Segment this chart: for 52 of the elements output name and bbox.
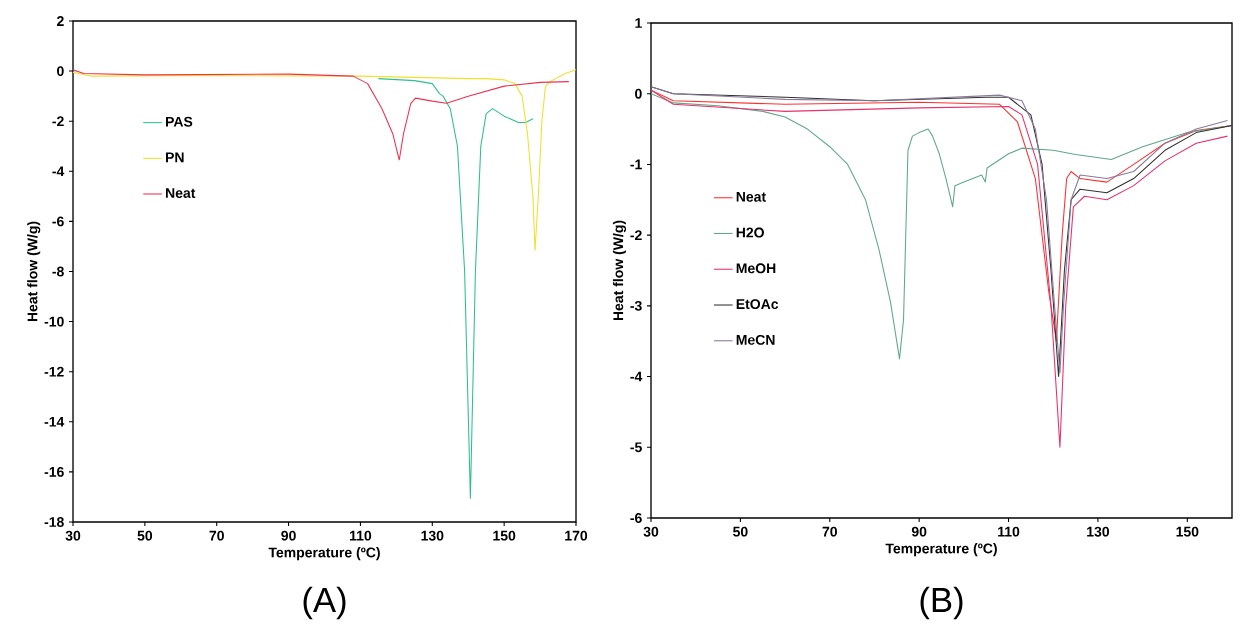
- legend-label: MeCN: [736, 334, 775, 345]
- legend-label: Neat: [736, 191, 766, 202]
- y-tick-label: 0: [635, 88, 642, 99]
- x-tick-label: 90: [281, 530, 296, 541]
- text: (A): [303, 586, 346, 620]
- x-tick-label: 130: [1087, 526, 1110, 537]
- legend-label: MeOH: [736, 263, 776, 274]
- y-tick-label: -4: [52, 166, 65, 177]
- y-tick-label: -1: [630, 159, 642, 170]
- x-tick-label: 170: [565, 530, 588, 541]
- line-series: [73, 69, 577, 251]
- y-tick-label: -16: [44, 466, 64, 477]
- x-tick-label: 70: [822, 526, 837, 537]
- x-tick-label: 50: [733, 526, 748, 537]
- x-tick-label: 50: [137, 530, 153, 541]
- y-axis-title: Heat flow (W/g): [612, 220, 627, 321]
- y-tick-label: -2: [52, 116, 64, 127]
- y-tick-label: -6: [52, 216, 64, 227]
- x-tick-label: 90: [911, 526, 927, 537]
- y-tick-label: 1: [635, 18, 642, 28]
- y-tick-label: -2: [630, 230, 642, 241]
- y-tick-label: -6: [630, 513, 642, 523]
- y-tick-label: -5: [630, 442, 642, 453]
- legend-label: PAS: [166, 116, 193, 127]
- y-tick-label: -8: [52, 266, 64, 277]
- y-tick-label: -14: [44, 416, 65, 427]
- y-tick-label: -3: [630, 300, 642, 311]
- x-tick-label: 110: [350, 530, 372, 541]
- x-tick-label: 150: [493, 530, 516, 541]
- y-tick-label: 0: [57, 66, 64, 77]
- x-tick-label: 110: [998, 526, 1020, 537]
- x-axis-title: Temperature (ºC): [885, 543, 997, 557]
- line-series: [651, 89, 1229, 448]
- x-tick-label: 130: [421, 530, 444, 541]
- legend-label: Neat: [166, 188, 196, 198]
- line-series: [73, 69, 570, 161]
- y-tick-label: -10: [44, 316, 64, 327]
- legend-label: H2O: [736, 227, 764, 238]
- y-tick-label: -4: [630, 371, 643, 382]
- text: (B): [920, 586, 963, 620]
- legend-label: EtOAc: [736, 299, 779, 310]
- x-tick-label: 30: [65, 530, 81, 541]
- line-series: [377, 78, 534, 499]
- y-tick-label: -18: [44, 517, 64, 527]
- legend-label: PN: [166, 152, 184, 163]
- y-tick-label: -12: [44, 366, 64, 377]
- x-tick-label: 30: [643, 526, 659, 537]
- x-tick-label: 150: [1176, 526, 1199, 537]
- y-axis-title: Heat flow (W/g): [27, 221, 41, 322]
- x-tick-label: 70: [209, 530, 224, 541]
- x-axis-title: Temperature (ºC): [268, 547, 380, 561]
- y-tick-label: 2: [56, 16, 64, 26]
